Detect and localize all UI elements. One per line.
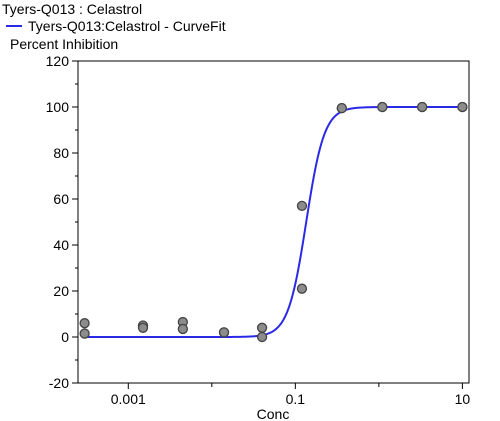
- x-tick-label: 0.1: [286, 391, 306, 407]
- data-point: [79, 328, 90, 339]
- plot-frame: [77, 60, 470, 384]
- x-axis-label: Conc: [257, 406, 290, 421]
- data-point: [256, 331, 268, 343]
- data-point: [296, 283, 308, 294]
- legend-entry: Tyers-Q013:Celastrol - CurveFit: [6, 18, 226, 34]
- y-tick-label: 80: [53, 145, 69, 161]
- data-point: [177, 323, 188, 335]
- legend-swatch: [6, 25, 22, 27]
- data-point: [336, 103, 347, 114]
- y-tick-label: -20: [49, 375, 69, 391]
- data-point: [79, 318, 90, 329]
- legend-label: Tyers-Q013:Celastrol - CurveFit: [28, 18, 226, 34]
- data-point: [256, 322, 268, 333]
- y-tick-label: 40: [53, 237, 69, 253]
- y-tick-label: 0: [61, 329, 69, 345]
- x-tick-label: 0.001: [111, 391, 146, 407]
- y-tick-label: 120: [46, 53, 70, 69]
- chart-title: Tyers-Q013 : Celastrol: [2, 1, 143, 17]
- y-tick-label: 60: [53, 191, 69, 207]
- data-point: [218, 327, 230, 338]
- curve-fit-line: [84, 106, 463, 338]
- data-point: [296, 200, 308, 212]
- data-point: [457, 101, 468, 113]
- data-point: [377, 101, 388, 113]
- x-axis: 0.001 0.1 10: [111, 383, 471, 407]
- data-point: [417, 101, 428, 113]
- y-axis-label: Percent Inhibition: [10, 36, 119, 52]
- y-tick-label: 100: [46, 99, 70, 115]
- y-axis: -20 0 20 40 60 80 100 120: [46, 53, 78, 391]
- y-tick-label: 20: [53, 283, 69, 299]
- data-points: [79, 101, 468, 343]
- data-point: [137, 322, 149, 333]
- x-tick-label: 10: [455, 391, 471, 407]
